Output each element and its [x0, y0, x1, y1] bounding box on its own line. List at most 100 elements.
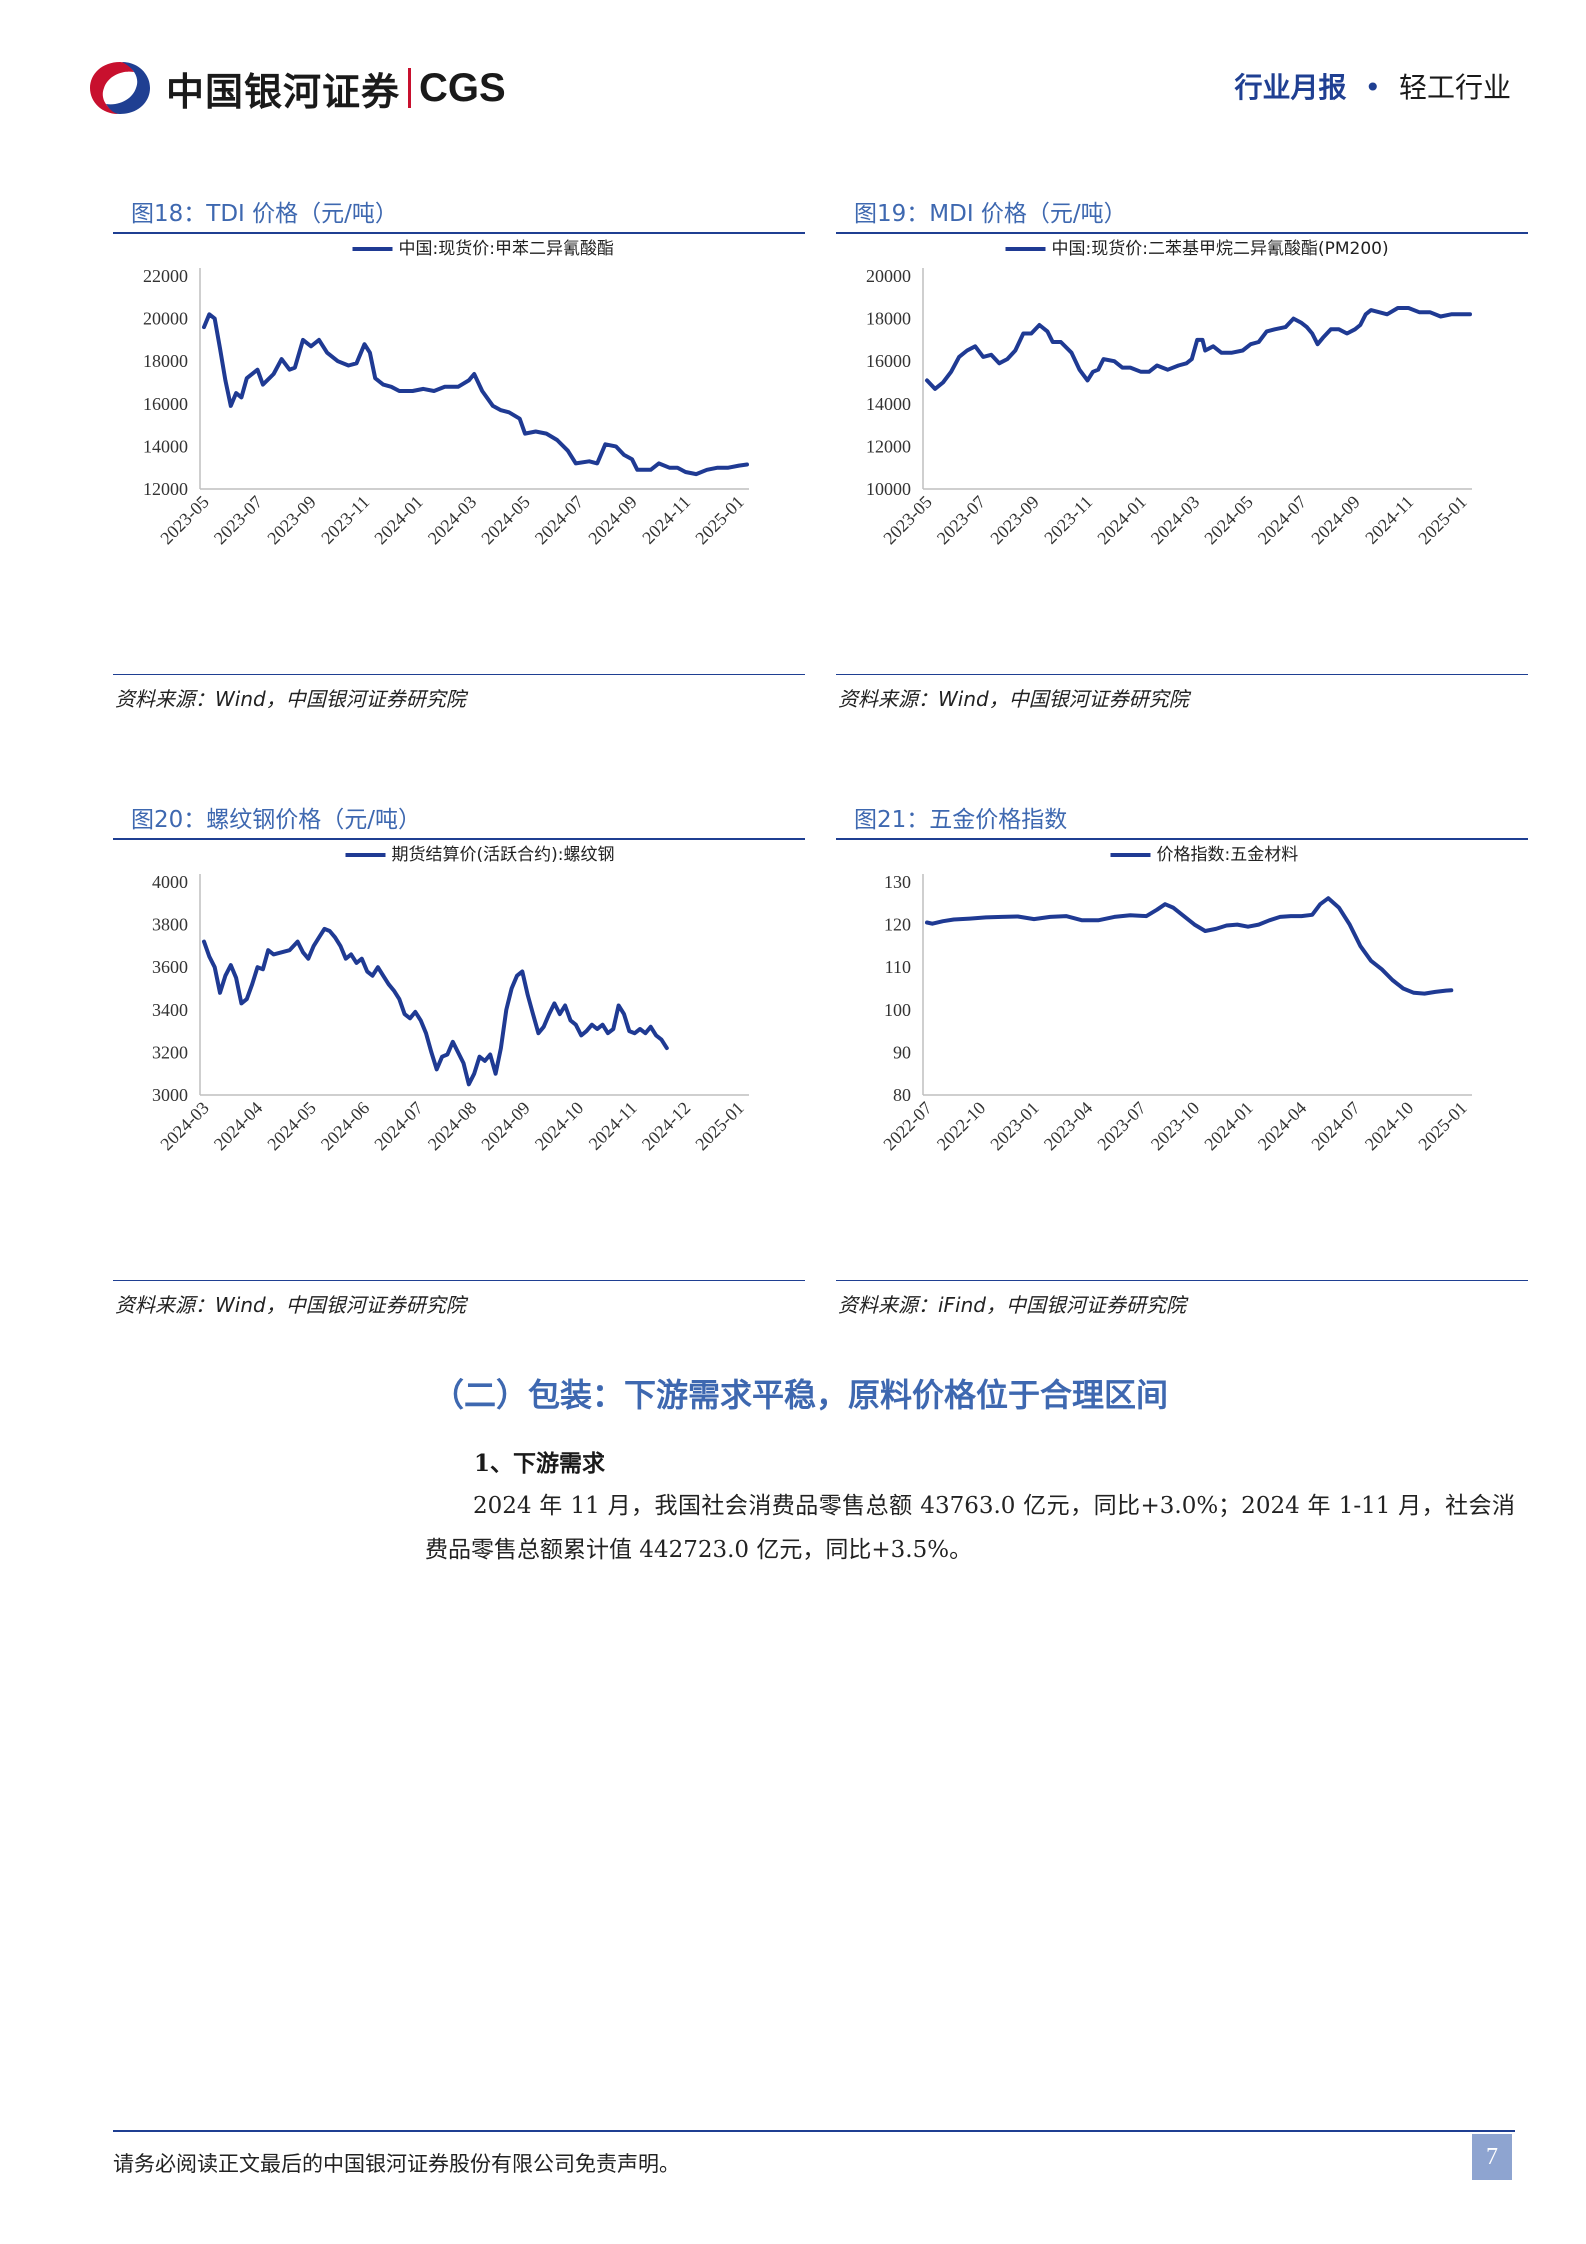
x-tick-label: 2024-05 — [1200, 492, 1257, 549]
y-tick-label: 10000 — [866, 479, 911, 499]
footer-divider — [113, 2130, 1515, 2132]
sub-title: 1、下游需求 — [474, 1450, 606, 1477]
x-tick-label: 2024-07 — [1307, 1098, 1364, 1155]
logo-text: 中国银河证券 — [166, 69, 401, 114]
figure-title: 图21：五金价格指数 — [836, 802, 1528, 840]
logo-separator — [408, 68, 412, 108]
x-tick-label: 2023-11 — [1040, 492, 1096, 548]
x-tick-label: 2023-10 — [1147, 1098, 1204, 1155]
cgs-logo-icon — [90, 62, 150, 114]
figure-source: 资料来源：Wind，中国银河证券研究院 — [115, 1293, 466, 1317]
x-tick-label: 2023-09 — [986, 492, 1043, 549]
x-tick-label: 2024-01 — [1093, 492, 1150, 549]
y-tick-label: 3200 — [152, 1042, 188, 1062]
tag-dot: • — [1364, 71, 1381, 104]
x-tick-label: 2024-07 — [1254, 492, 1311, 549]
x-tick-label: 2022-10 — [933, 1098, 990, 1155]
y-tick-label: 20000 — [143, 309, 188, 329]
y-tick-label: 16000 — [143, 394, 188, 414]
body-paragraph: 2024 年 11 月，我国社会消费品零售总额 43763.0 亿元，同比+3.… — [425, 1493, 1515, 1563]
x-tick-label: 2024-10 — [1361, 1098, 1418, 1155]
y-tick-label: 80 — [893, 1085, 911, 1105]
x-tick-label: 2024-12 — [638, 1098, 695, 1155]
chart-legend: 中国:现货价:甲苯二异氰酸酯 — [352, 239, 614, 259]
x-tick-label: 2023-09 — [263, 492, 320, 549]
x-tick-label: 2024-07 — [531, 492, 588, 549]
line-chart: 1200014000160001800020000220002023-05202… — [143, 239, 749, 549]
x-tick-label: 2024-05 — [477, 492, 534, 549]
x-tick-label: 2023-01 — [986, 1098, 1043, 1155]
chart-area: 3000 3200 3400 3600 3800 4000 2024-03 2024-04 20… — [113, 840, 805, 1281]
line-chart: 1000012000140001600018000200002023-05202… — [866, 239, 1472, 549]
x-tick-label: 2025-01 — [691, 492, 748, 549]
chart-area: 80 90 100 110 120 130 2022-07 2022-10 2023-01 202… — [836, 840, 1528, 1281]
y-tick-label: 90 — [893, 1042, 911, 1062]
figure-rebar-price: 图20：螺纹钢价格（元/吨） 3000 3200 3400 3600 3800 4000 2… — [113, 802, 805, 1318]
page-number: 7 — [1472, 2134, 1512, 2180]
x-tick-label: 2024-03 — [424, 492, 481, 549]
report-tag: 行业月报 • 轻工行业 — [1234, 66, 1511, 106]
x-tick-label: 2023-07 — [1093, 1098, 1150, 1155]
chart-legend: 期货结算价(活跃合约):螺纹钢 — [345, 845, 615, 865]
chart-area: 10000 12000 14000 16000 18000 20000 2023-05 202… — [836, 234, 1528, 675]
x-tick-label: 2024-03 — [156, 1098, 213, 1155]
x-tick-label: 2024-01 — [370, 492, 427, 549]
y-tick-label: 22000 — [143, 266, 188, 286]
industry-name: 轻工行业 — [1398, 71, 1511, 104]
x-tick-label: 2025-01 — [1414, 492, 1471, 549]
report-type: 行业月报 — [1234, 71, 1347, 104]
legend-label: 中国:现货价:二苯基甲烷二异氰酸酯(PM200) — [1052, 239, 1389, 259]
y-tick-label: 16000 — [866, 351, 911, 371]
x-tick-label: 2024-07 — [370, 1098, 427, 1155]
figure-title: 图20：螺纹钢价格（元/吨） — [113, 802, 805, 840]
y-tick-label: 14000 — [866, 394, 911, 414]
series-line — [925, 896, 1454, 996]
y-tick-label: 110 — [885, 957, 911, 977]
figure-source: 资料来源：iFind，中国银河证券研究院 — [838, 1293, 1186, 1317]
x-tick-label: 2025-01 — [1414, 1098, 1471, 1155]
logo-en: CGS — [419, 65, 506, 110]
x-tick-label: 2023-07 — [210, 492, 267, 549]
y-tick-label: 120 — [884, 915, 911, 935]
y-tick-label: 4000 — [152, 872, 188, 892]
x-tick-label: 2023-05 — [879, 492, 936, 549]
logo: 中国银河证券 CGS — [88, 58, 506, 118]
x-tick-label: 2024-11 — [1361, 492, 1417, 548]
y-tick-label: 12000 — [866, 436, 911, 456]
line-chart: 3000320034003600380040002024-032024-0420… — [152, 845, 749, 1155]
x-tick-label: 2024-10 — [531, 1098, 588, 1155]
figure-tdi-price: 图18：TDI 价格（元/吨） 12000 14000 16000 18000 2000… — [113, 196, 805, 712]
chart-legend: 价格指数:五金材料 — [1110, 845, 1298, 865]
line-chart: 80901001101201302022-072022-102023-01202… — [879, 845, 1472, 1155]
y-tick-label: 18000 — [866, 309, 911, 329]
figure-title: 图18：TDI 价格（元/吨） — [113, 196, 805, 234]
y-tick-label: 14000 — [143, 436, 188, 456]
x-tick-label: 2024-01 — [1200, 1098, 1257, 1155]
x-tick-label: 2024-04 — [1254, 1098, 1311, 1155]
legend-label: 中国:现货价:甲苯二异氰酸酯 — [399, 239, 614, 259]
x-tick-label: 2023-11 — [317, 492, 373, 548]
x-tick-label: 2024-05 — [263, 1098, 320, 1155]
series-line — [202, 926, 669, 1087]
y-tick-label: 3400 — [152, 1000, 188, 1020]
chart-area: 12000 14000 16000 18000 20000 22000 2023-05 202… — [113, 234, 805, 675]
y-tick-label: 3600 — [152, 957, 188, 977]
x-tick-label: 2024-09 — [584, 492, 641, 549]
x-tick-label: 2023-05 — [156, 492, 213, 549]
y-tick-label: 18000 — [143, 351, 188, 371]
x-tick-label: 2024-11 — [638, 492, 694, 548]
figure-source: 资料来源：Wind，中国银河证券研究院 — [838, 687, 1189, 711]
x-tick-label: 2024-09 — [477, 1098, 534, 1155]
y-tick-label: 3800 — [152, 915, 188, 935]
x-tick-label: 2024-06 — [317, 1098, 374, 1155]
series-line — [925, 306, 1472, 391]
x-tick-label: 2024-09 — [1307, 492, 1364, 549]
section-title: （二）包装：下游需求平稳，原料价格位于合理区间 — [432, 1376, 1169, 1414]
x-tick-label: 2024-08 — [424, 1098, 481, 1155]
figure-title: 图19：MDI 价格（元/吨） — [836, 196, 1528, 234]
y-tick-label: 3000 — [152, 1085, 188, 1105]
figure-hardware-index: 图21：五金价格指数 80 90 100 110 120 130 2022-07 2022-1… — [836, 802, 1528, 1318]
x-tick-label: 2024-03 — [1147, 492, 1204, 549]
x-tick-label: 2023-07 — [933, 492, 990, 549]
x-tick-label: 2022-07 — [879, 1098, 936, 1155]
